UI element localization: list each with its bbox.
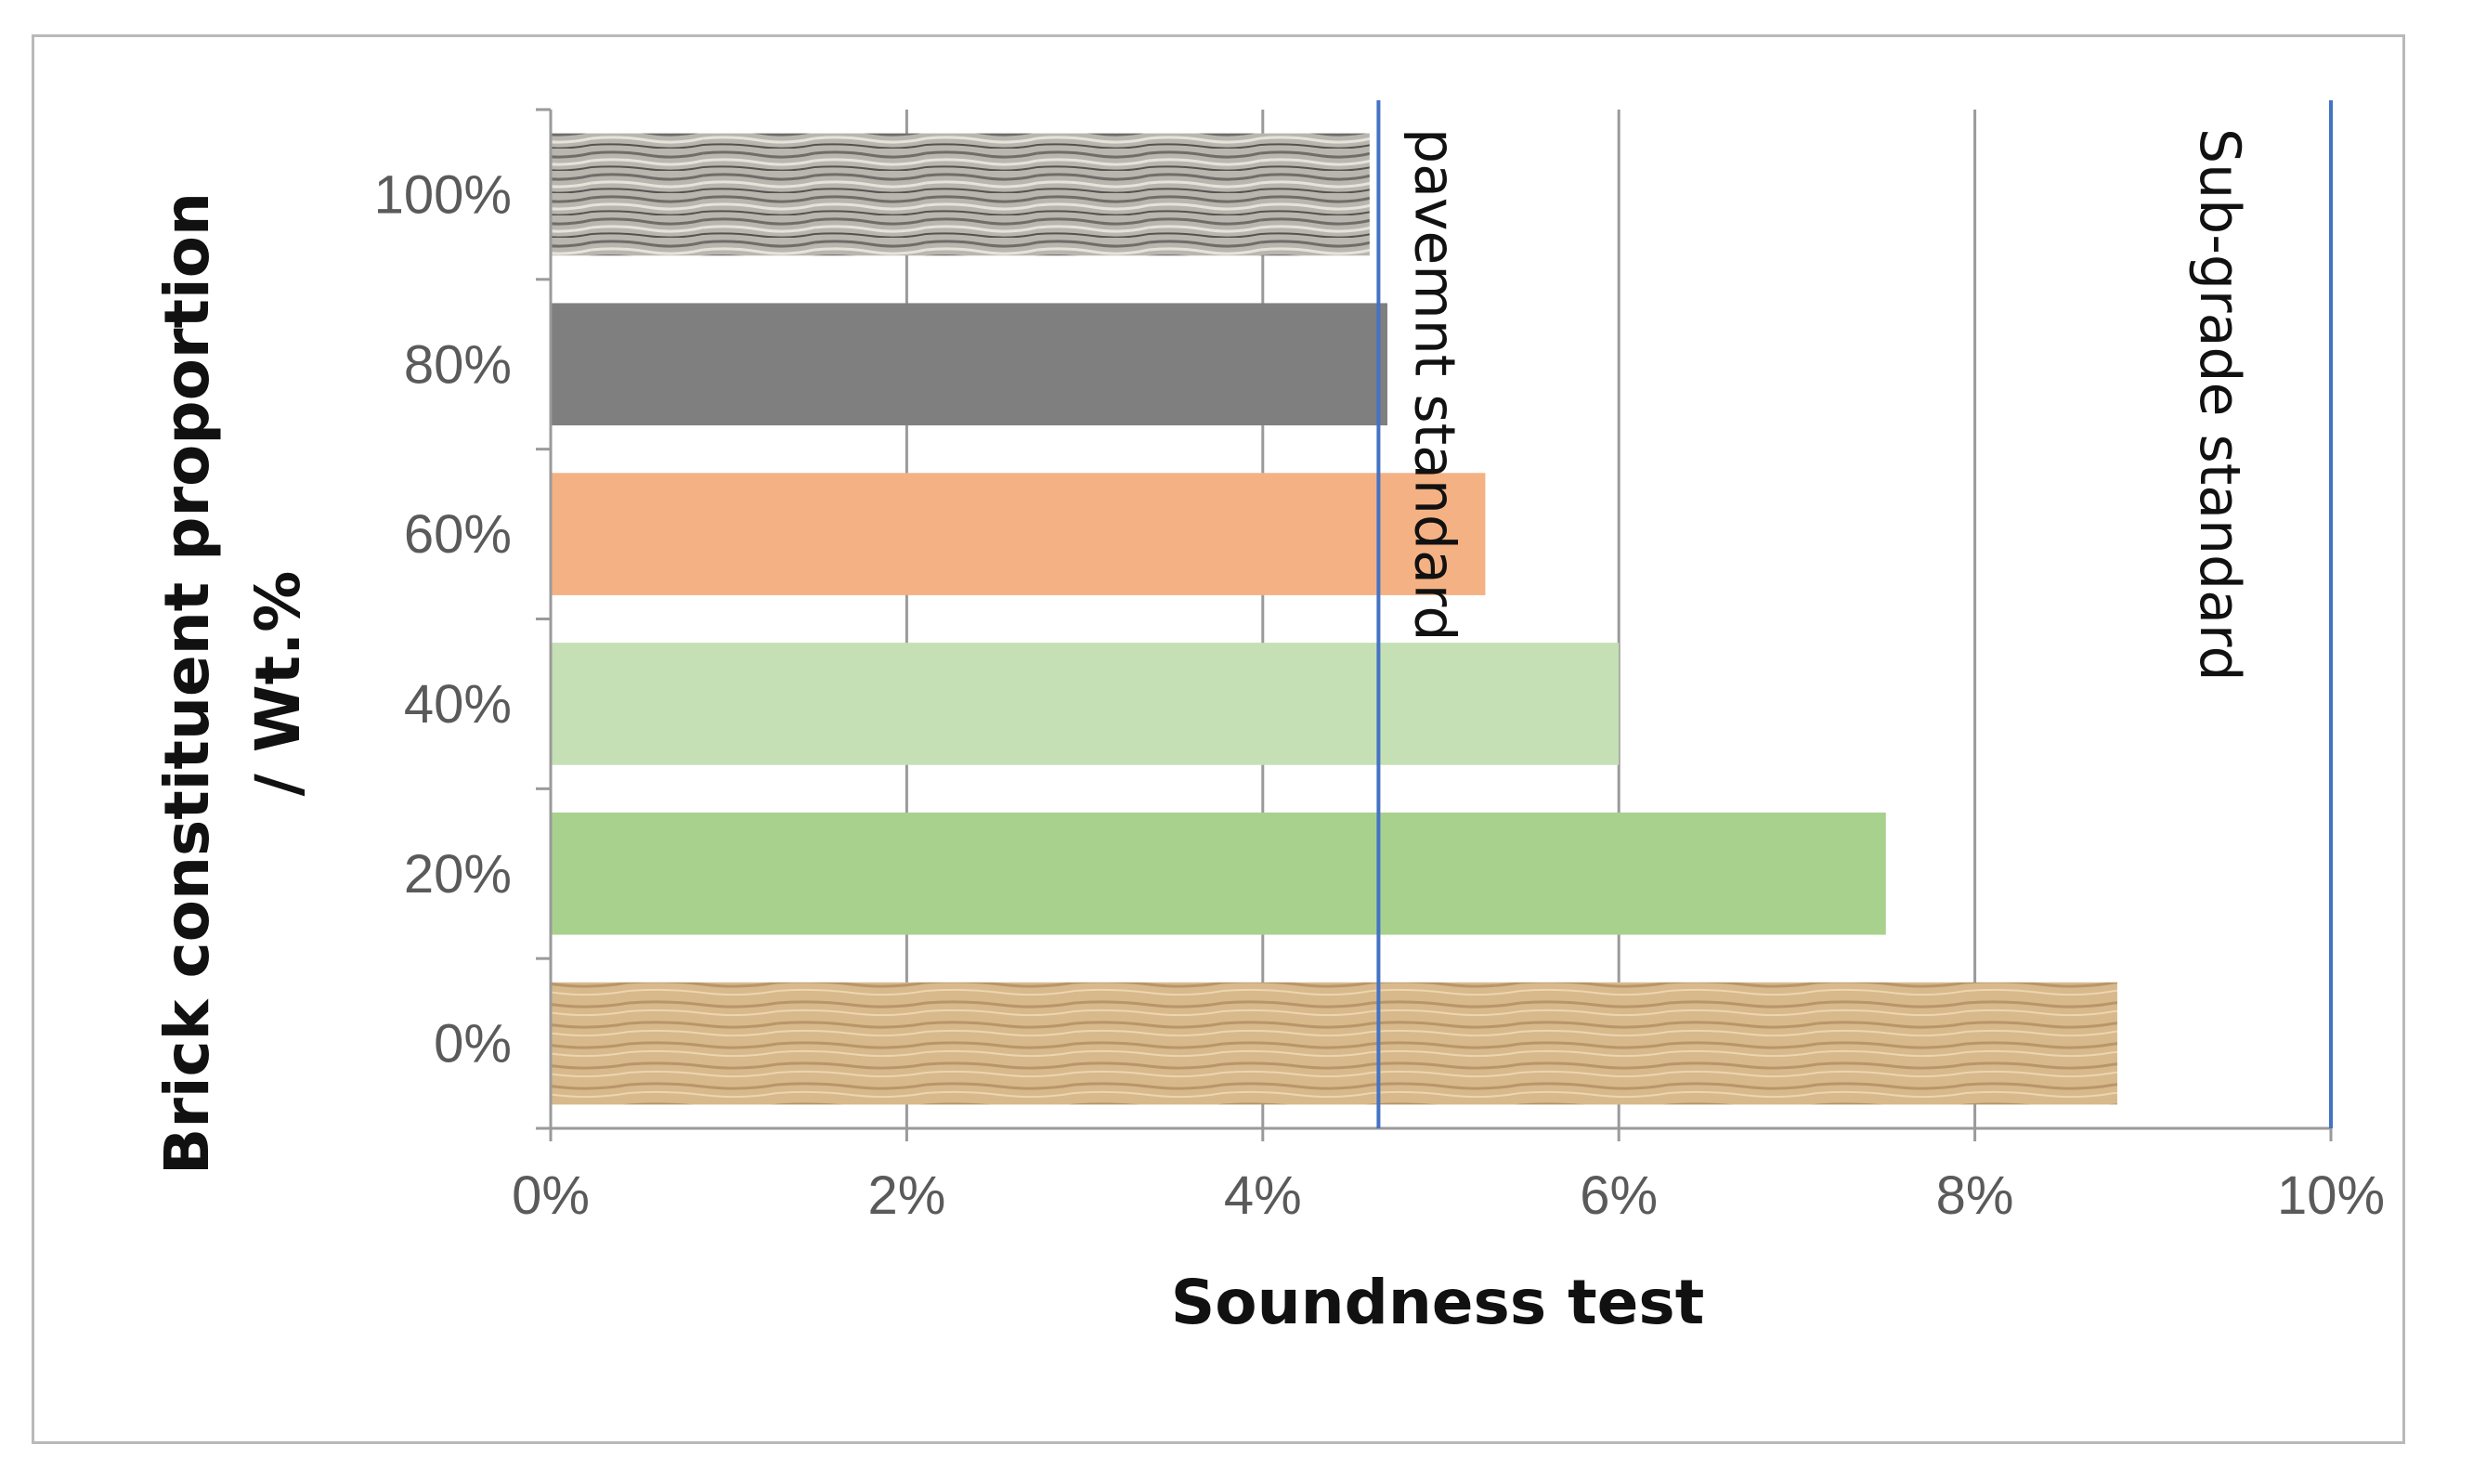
- reference-line-label: pavemnt standard: [1401, 128, 1466, 641]
- y-tick-label: 0%: [434, 1014, 512, 1074]
- x-axis-title: Soundness test: [1171, 1267, 1705, 1338]
- y-tick-label: 20%: [404, 844, 512, 905]
- y-tick-label: 100%: [374, 164, 512, 225]
- chart-svg: 0% 2% 4% 6% 8% 10% 0% 20% 40% 60% 80% 100% pavemnt …: [151, 100, 2385, 1338]
- bar-40pct: [551, 643, 1620, 765]
- bar-0pct: [551, 982, 2117, 1105]
- x-tick-label: 0%: [512, 1165, 590, 1226]
- x-tick-label: 10%: [2277, 1165, 2385, 1226]
- x-tick-label: 6%: [1580, 1165, 1658, 1226]
- bar-80pct: [551, 303, 1387, 426]
- x-tick-label: 8%: [1936, 1165, 2014, 1226]
- y-axis-title-line2: / Wt.%: [242, 571, 314, 797]
- bar-100pct: [551, 133, 1370, 256]
- chart-frame: 0% 2% 4% 6% 8% 10% 0% 20% 40% 60% 80% 100% pavemnt …: [32, 34, 2405, 1444]
- x-tick-label: 2%: [867, 1165, 945, 1226]
- y-tick-label: 40%: [404, 674, 512, 735]
- bar-20pct: [551, 812, 1886, 935]
- y-tick-label: 60%: [404, 504, 512, 565]
- y-axis-title-line1: Brick constituent proportion: [151, 192, 223, 1175]
- reference-line-label: Sub-grade standard: [2187, 128, 2252, 682]
- bar-60pct: [551, 473, 1486, 595]
- x-tick-label: 4%: [1224, 1165, 1302, 1226]
- y-tick-label: 80%: [404, 334, 512, 395]
